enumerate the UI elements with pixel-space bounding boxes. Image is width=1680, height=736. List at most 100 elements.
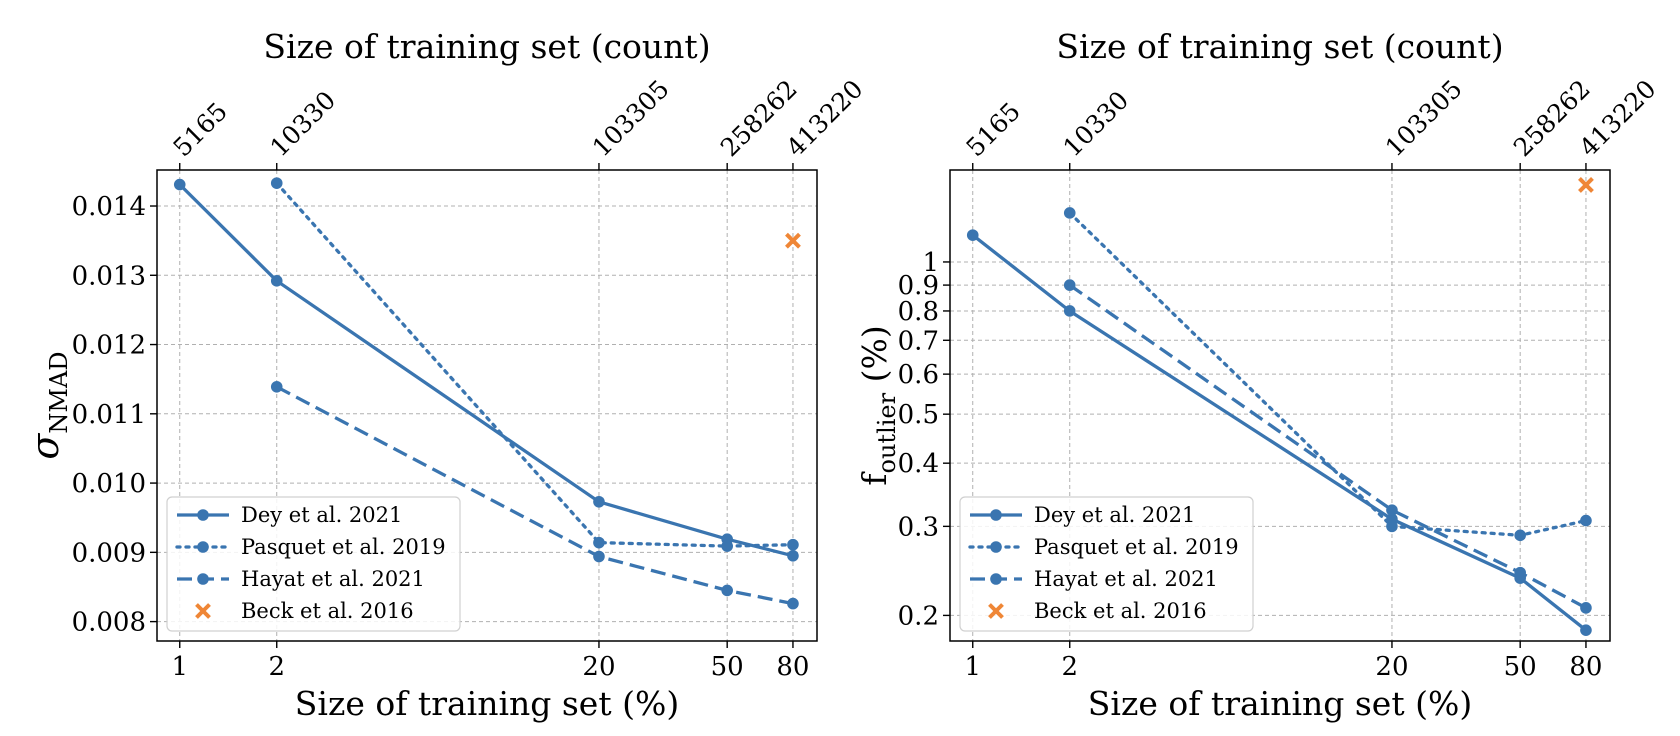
legend-box — [959, 496, 1254, 632]
y-tick-label: 0.9 — [898, 271, 939, 301]
y-axis-title-sub: outlier — [873, 392, 901, 473]
data-point — [173, 178, 186, 191]
legend-marker — [197, 509, 209, 521]
x-tick-label: 1 — [964, 652, 981, 682]
legend-label: Pasquet et al. 2019 — [241, 535, 446, 559]
legend-label: Dey et al. 2021 — [1034, 503, 1195, 527]
data-point — [721, 584, 733, 597]
data-point — [787, 538, 799, 551]
x-tick-label: 2 — [268, 652, 285, 682]
data-point — [1514, 529, 1526, 542]
y-tick-label: 0.014 — [72, 192, 146, 222]
legend-item: Dey et al. 2021 — [970, 503, 1195, 527]
data-point-x-marker — [785, 232, 801, 249]
top-tick-label: 10330 — [264, 85, 341, 162]
x-tick-label: 20 — [582, 652, 615, 682]
y-tick-label: 0.008 — [72, 608, 146, 638]
series-hayat-et-al-2021 — [1063, 279, 1592, 614]
y-tick-label: 0.012 — [72, 331, 146, 361]
top-axis-title: Size of training set (count) — [263, 27, 710, 66]
y-tick-label: 0.009 — [72, 538, 146, 568]
legend: Dey et al. 2021 Pasquet et al. 2019 Hayat … — [166, 496, 461, 632]
legend-label: Hayat et al. 2021 — [1034, 567, 1218, 591]
series-line — [1068, 283, 1587, 610]
legend-box — [166, 496, 461, 632]
data-point — [787, 597, 799, 610]
x-tick-label: 20 — [1375, 652, 1408, 682]
x-marker-stroke — [785, 232, 801, 249]
plot-frame — [156, 169, 818, 642]
data-point — [1386, 520, 1398, 533]
data-point — [1580, 624, 1592, 636]
y-tick-label: 1 — [922, 248, 939, 278]
x-tick-label: 80 — [1569, 652, 1602, 682]
legend-marker — [197, 541, 209, 553]
legend-item: Pasquet et al. 2019 — [175, 535, 446, 559]
legend-label: Dey et al. 2021 — [241, 503, 402, 527]
legend-item: Beck et al. 2016 — [195, 599, 414, 623]
legend-item: Hayat et al. 2021 — [177, 567, 425, 591]
x-tick-label: 80 — [776, 652, 809, 682]
x-tick-label: 2 — [1061, 652, 1078, 682]
series-line — [275, 385, 794, 606]
legend-label: Hayat et al. 2021 — [241, 567, 425, 591]
data-point — [1386, 504, 1398, 516]
y-tick-label: 0.011 — [72, 400, 146, 430]
legend-item: Dey et al. 2021 — [177, 503, 402, 527]
top-tick-label: 103305 — [1380, 74, 1468, 162]
y-tick-label: 0.013 — [72, 261, 146, 291]
x-tick-label: 1 — [171, 652, 188, 682]
data-point-x-marker — [1578, 177, 1594, 193]
series-beck-et-al-2016 — [1578, 177, 1594, 193]
legend-item: Beck et al. 2016 — [988, 599, 1207, 623]
legend-marker — [990, 573, 1002, 585]
series-hayat-et-al-2021 — [270, 380, 799, 610]
legend-marker — [990, 509, 1002, 521]
x-tick-label: 50 — [711, 652, 744, 682]
legend-item: Hayat et al. 2021 — [970, 567, 1218, 591]
x-marker-stroke — [1578, 177, 1594, 193]
y-axis-title-suffix: (%) — [855, 325, 894, 393]
top-tick-label: 10330 — [1057, 85, 1134, 162]
top-tick-label: 103305 — [587, 74, 675, 162]
data-point — [721, 540, 733, 552]
y-axis-title: foutlier (%) — [855, 325, 901, 485]
series-line — [1068, 211, 1588, 537]
y-tick-label: 0.4 — [898, 449, 939, 479]
legend: Dey et al. 2021 Pasquet et al. 2019 Hayat … — [959, 496, 1254, 632]
legend-label: Pasquet et al. 2019 — [1034, 535, 1239, 559]
x-axis-title: Size of training set (%) — [295, 684, 679, 723]
data-point — [1514, 566, 1526, 579]
legend-x-marker — [195, 603, 211, 619]
data-point — [1063, 207, 1076, 219]
data-point — [1063, 279, 1076, 291]
data-point — [1063, 305, 1076, 317]
series-beck-et-al-2016 — [785, 232, 801, 249]
y-axis-title-sub: NMAD — [45, 351, 73, 433]
y-tick-label: 0.2 — [898, 601, 939, 631]
top-axis-title: Size of training set (count) — [1056, 27, 1503, 66]
legend-marker — [197, 573, 209, 585]
y-tick-label: 0.8 — [898, 297, 939, 327]
y-tick-label: 0.5 — [898, 400, 939, 430]
data-point — [966, 229, 979, 241]
data-point — [270, 177, 283, 189]
plot-frame — [949, 169, 1611, 642]
top-tick-label: 5165 — [167, 97, 232, 162]
legend-item: Pasquet et al. 2019 — [968, 535, 1239, 559]
y-axis-title-main: σ — [23, 433, 67, 460]
top-tick-label: 5165 — [960, 97, 1025, 162]
legend-x-marker — [988, 603, 1004, 619]
data-point — [593, 536, 605, 549]
legend-marker — [990, 541, 1002, 553]
y-axis-title-main: f — [855, 471, 894, 486]
legend-label: Beck et al. 2016 — [1034, 599, 1207, 623]
y-tick-label: 0.010 — [72, 469, 146, 499]
x-tick-label: 50 — [1504, 652, 1537, 682]
y-tick-label: 0.3 — [898, 512, 939, 542]
y-axis-title: σNMAD — [23, 351, 73, 459]
data-point — [787, 550, 799, 562]
series-line — [275, 181, 795, 548]
